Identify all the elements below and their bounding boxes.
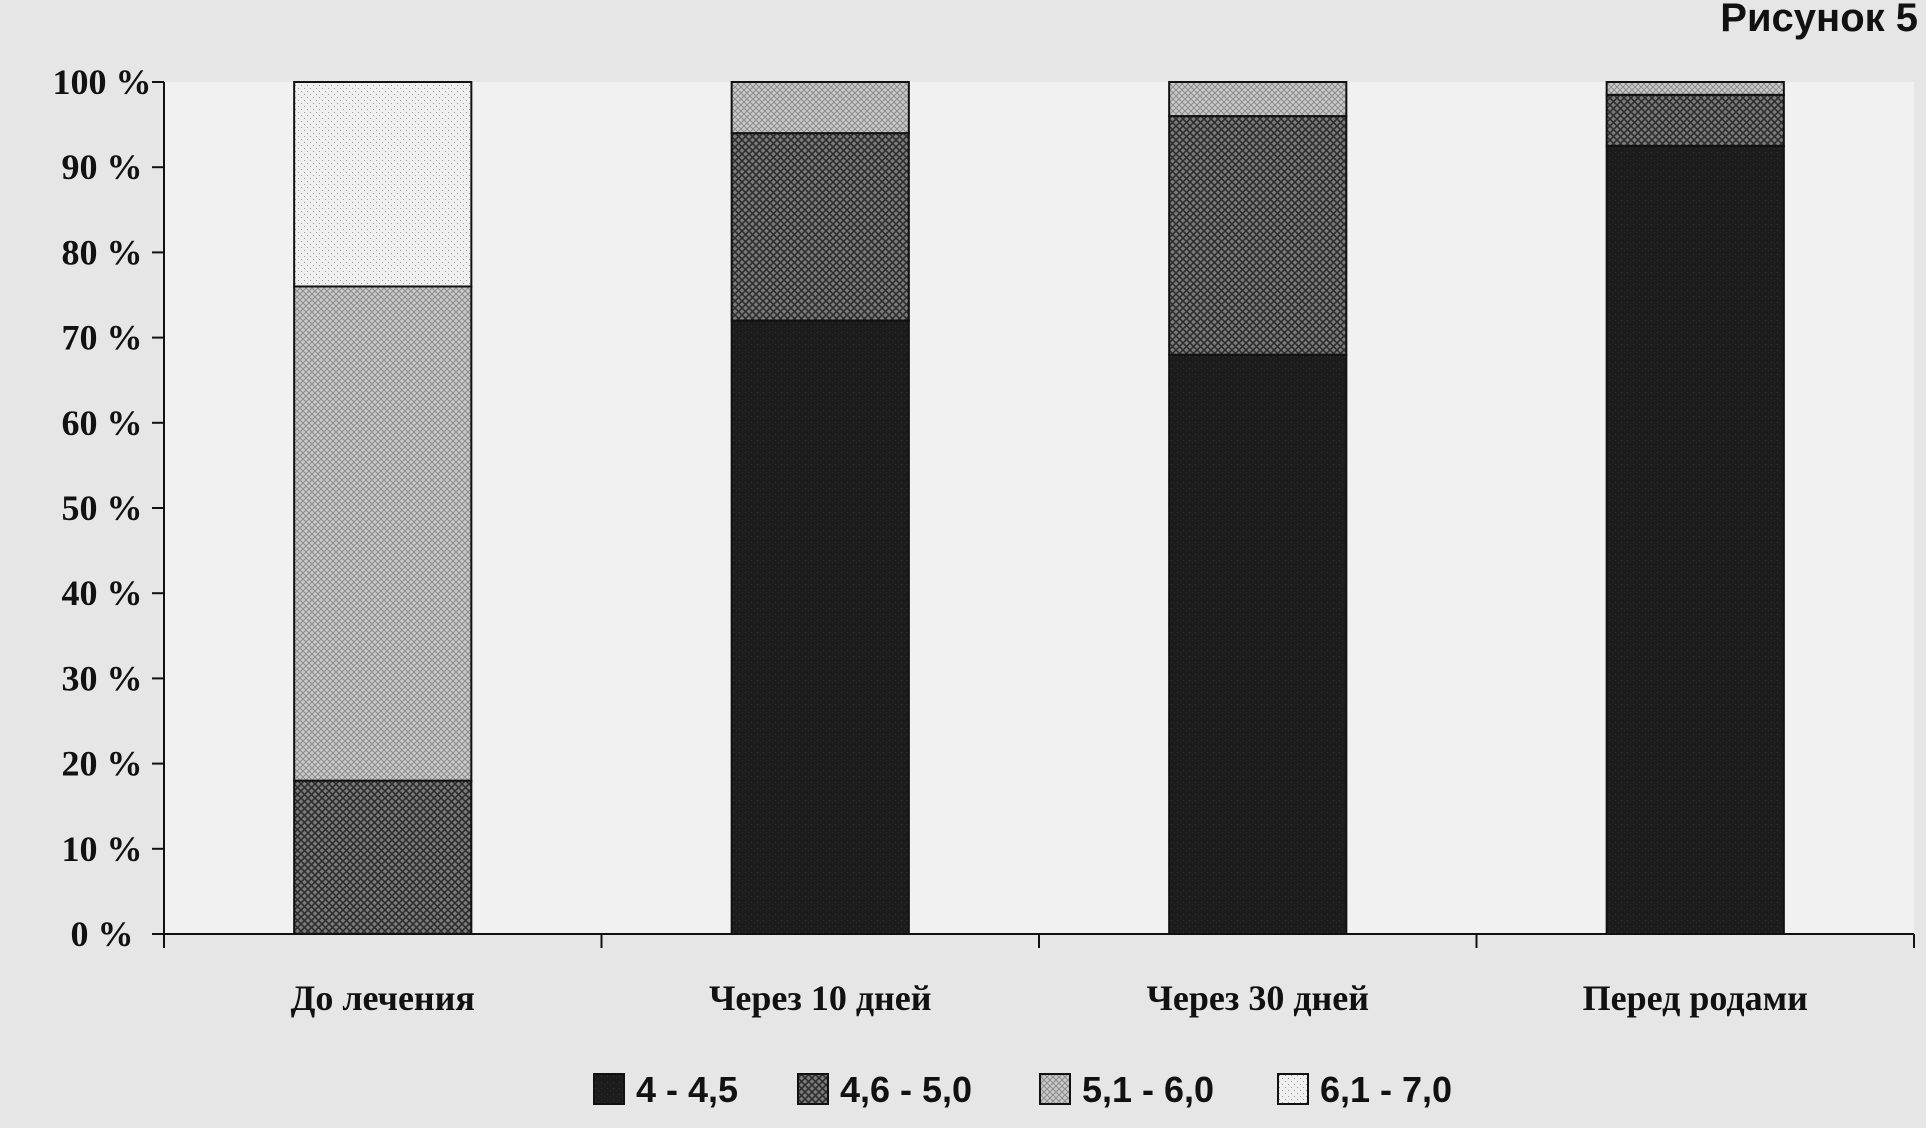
bar-segment-4 xyxy=(293,81,473,288)
y-tick-label: 30 % xyxy=(62,658,143,698)
legend-swatch xyxy=(797,1073,829,1105)
bars xyxy=(293,81,1785,936)
bar-segment-2 xyxy=(730,132,910,322)
bar-segment-2 xyxy=(1168,115,1348,356)
y-tick-label: 100 % xyxy=(53,62,152,102)
y-tick-label: 60 % xyxy=(62,403,143,443)
bar-segment-1 xyxy=(1605,144,1785,935)
bar-segment-3 xyxy=(730,81,910,135)
bar-segment-3 xyxy=(293,285,473,782)
legend-label: 6,1 - 7,0 xyxy=(1320,1069,1452,1110)
y-tick-label: 80 % xyxy=(62,232,143,272)
category-label: До лечения xyxy=(291,978,475,1018)
y-axis: 0 % 10 % 20 % 30 % 40 % 50 % 60 % 70 % 80 % 90 % 1… xyxy=(53,62,165,954)
x-axis xyxy=(163,933,1915,948)
legend-label: 4 - 4,5 xyxy=(636,1069,738,1110)
bar-segment-2 xyxy=(1605,93,1785,147)
bar-segment-3 xyxy=(1605,81,1785,96)
category-labels: До лечения Через 10 дней Через 30 дней Пере… xyxy=(291,978,1808,1018)
legend-swatch xyxy=(1039,1073,1071,1105)
y-tick-label: 70 % xyxy=(62,318,143,358)
category-label: Через 10 дней xyxy=(709,978,932,1018)
y-tick-label: 40 % xyxy=(62,573,143,613)
y-tick-label: 0 % xyxy=(71,914,134,954)
category-label: Перед родами xyxy=(1583,978,1808,1018)
figure-label: Рисунок 5 xyxy=(1720,0,1918,40)
bar-segment-1 xyxy=(1168,353,1348,935)
y-tick-label: 90 % xyxy=(62,147,143,187)
bar-segment-1 xyxy=(730,319,910,935)
legend-label: 4,6 - 5,0 xyxy=(840,1069,972,1110)
bar-segment-3 xyxy=(1168,81,1348,118)
y-tick-label: 50 % xyxy=(62,488,143,528)
legend-label: 5,1 - 6,0 xyxy=(1082,1069,1214,1110)
legend-swatch xyxy=(593,1073,625,1105)
legend: 4 - 4,5 4,6 - 5,0 5,1 - 6,0 6,1 - 7,0 xyxy=(593,1069,1452,1110)
bar-segment-2 xyxy=(293,779,473,936)
category-label: Через 30 дней xyxy=(1146,978,1369,1018)
y-tick-label: 20 % xyxy=(62,744,143,784)
y-tick-label: 10 % xyxy=(62,829,143,869)
legend-swatch xyxy=(1277,1073,1309,1105)
